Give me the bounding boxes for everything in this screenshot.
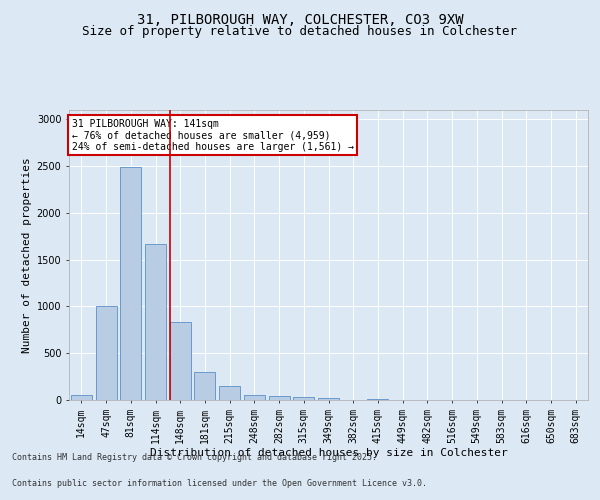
Bar bbox=[244, 395, 265, 400]
Bar bbox=[120, 167, 141, 400]
Bar bbox=[219, 386, 240, 400]
Bar bbox=[71, 396, 92, 400]
Text: Size of property relative to detached houses in Colchester: Size of property relative to detached ho… bbox=[83, 25, 517, 38]
Text: Contains public sector information licensed under the Open Government Licence v3: Contains public sector information licen… bbox=[12, 478, 427, 488]
Bar bbox=[145, 244, 166, 400]
Bar bbox=[318, 398, 339, 400]
Text: Contains HM Land Registry data © Crown copyright and database right 2025.: Contains HM Land Registry data © Crown c… bbox=[12, 454, 377, 462]
Bar bbox=[269, 396, 290, 400]
Bar bbox=[170, 322, 191, 400]
Bar bbox=[367, 398, 388, 400]
Bar bbox=[95, 306, 116, 400]
Y-axis label: Number of detached properties: Number of detached properties bbox=[22, 157, 32, 353]
Text: 31, PILBOROUGH WAY, COLCHESTER, CO3 9XW: 31, PILBOROUGH WAY, COLCHESTER, CO3 9XW bbox=[137, 12, 463, 26]
Text: 31 PILBOROUGH WAY: 141sqm
← 76% of detached houses are smaller (4,959)
24% of se: 31 PILBOROUGH WAY: 141sqm ← 76% of detac… bbox=[71, 118, 353, 152]
Bar bbox=[194, 372, 215, 400]
Bar bbox=[293, 397, 314, 400]
X-axis label: Distribution of detached houses by size in Colchester: Distribution of detached houses by size … bbox=[149, 448, 508, 458]
